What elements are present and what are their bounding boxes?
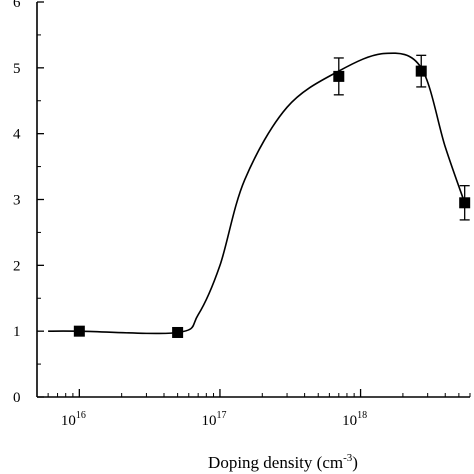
y-tick-label: 0 xyxy=(13,390,21,406)
x-axis-label-exponent: -3 xyxy=(343,452,353,464)
y-tick-label: 4 xyxy=(13,127,21,143)
x-tick-label: 1018 xyxy=(342,410,367,429)
fit-curve-group xyxy=(48,52,466,335)
data-point xyxy=(172,326,184,338)
x-tick-label-exponent: 18 xyxy=(357,410,367,421)
x-tick-label-exponent: 17 xyxy=(216,410,226,421)
y-tick-label: 2 xyxy=(13,258,21,274)
data-point xyxy=(333,70,345,82)
y-tick-label: 3 xyxy=(13,193,21,209)
data-points-group xyxy=(73,54,471,338)
x-tick-label-exponent: 16 xyxy=(76,410,86,421)
fit-curve xyxy=(48,52,466,335)
data-point xyxy=(459,197,471,209)
y-tick-label: 6 xyxy=(13,0,21,11)
y-tick-label: 1 xyxy=(13,324,21,340)
x-axis-label-suffix: ) xyxy=(352,453,358,472)
x-tick-label-mantissa: 10 xyxy=(201,413,216,429)
x-axis-label-text: Doping density (cm xyxy=(208,453,343,472)
x-tick-label-mantissa: 10 xyxy=(61,413,76,429)
y-tick-label: 5 xyxy=(13,61,21,77)
y-ticks-group: 0 1 2 3 4 5 6 xyxy=(13,0,44,406)
data-point xyxy=(73,325,85,337)
x-tick-label: 1016 xyxy=(61,410,86,429)
axes-group xyxy=(36,2,470,398)
x-tick-label: 1017 xyxy=(201,410,226,429)
x-tick-label-mantissa: 10 xyxy=(342,413,357,429)
x-ticks-group: 1016 1017 1018 xyxy=(36,389,471,429)
data-point xyxy=(415,65,427,77)
x-axis-label: Doping density (cm-3) xyxy=(208,452,358,472)
